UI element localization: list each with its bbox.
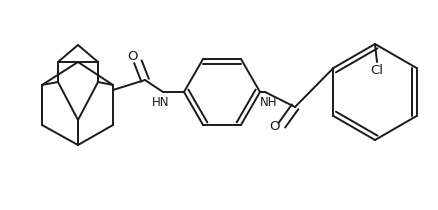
Text: NH: NH: [260, 96, 278, 109]
Text: O: O: [127, 50, 137, 63]
Text: O: O: [269, 121, 279, 134]
Text: Cl: Cl: [371, 64, 384, 77]
Text: HN: HN: [152, 96, 170, 109]
